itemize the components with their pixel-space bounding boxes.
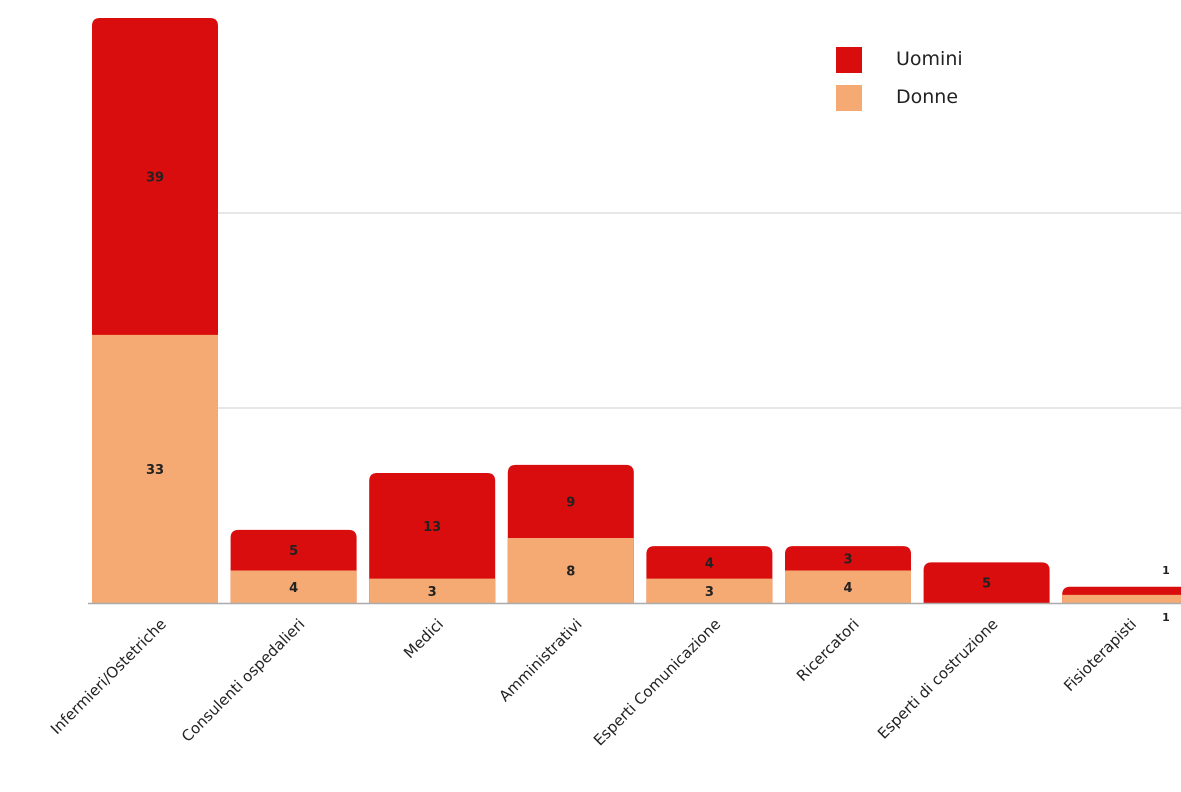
category-label: Fisioterapisti [1060,615,1140,695]
category-label: Medici [400,615,447,662]
data-label-uomini: 3 [843,552,852,567]
bar-donne [785,570,911,603]
category-label: Consulenti ospedalieri [178,615,309,746]
data-label-uomini: 5 [982,577,991,592]
data-label-uomini: 9 [566,495,575,510]
bar-donne [369,578,496,603]
bar-donne [646,578,773,603]
data-label-donne: 4 [843,581,852,596]
data-label-donne: 3 [705,585,714,600]
category-label: Esperti Comunicazione [590,615,724,749]
category-label: Infermieri/Ostetriche [47,615,170,738]
legend-label-donne: Donne [896,86,959,108]
legend-swatch-donne [836,85,862,111]
bar-donne [230,570,357,603]
data-label-uomini: 4 [705,556,714,571]
category-label: Esperti di costruzione [874,615,1001,742]
data-label-uomini: 5 [289,544,298,559]
data-label-donne: 8 [566,565,575,580]
bar-donne [507,538,634,603]
bar-donne [1062,594,1181,603]
data-label-uomini: 1 [1162,564,1170,577]
data-label-donne: 4 [289,581,298,596]
data-label-uomini: 39 [146,170,164,185]
data-label-uomini: 13 [423,520,441,535]
bar-donne [92,334,218,603]
category-label: Amministrativi [495,615,585,705]
data-label-donne: 3 [428,585,437,600]
bar-uomini [923,562,1050,603]
data-label-donne: 33 [146,463,164,478]
category-label: Ricercatori [793,615,863,685]
data-label-donne: 1 [1162,611,1170,624]
bar-uomini [369,473,496,603]
legend-swatch-uomini [836,47,862,73]
legend-label-uomini: Uomini [896,48,963,70]
